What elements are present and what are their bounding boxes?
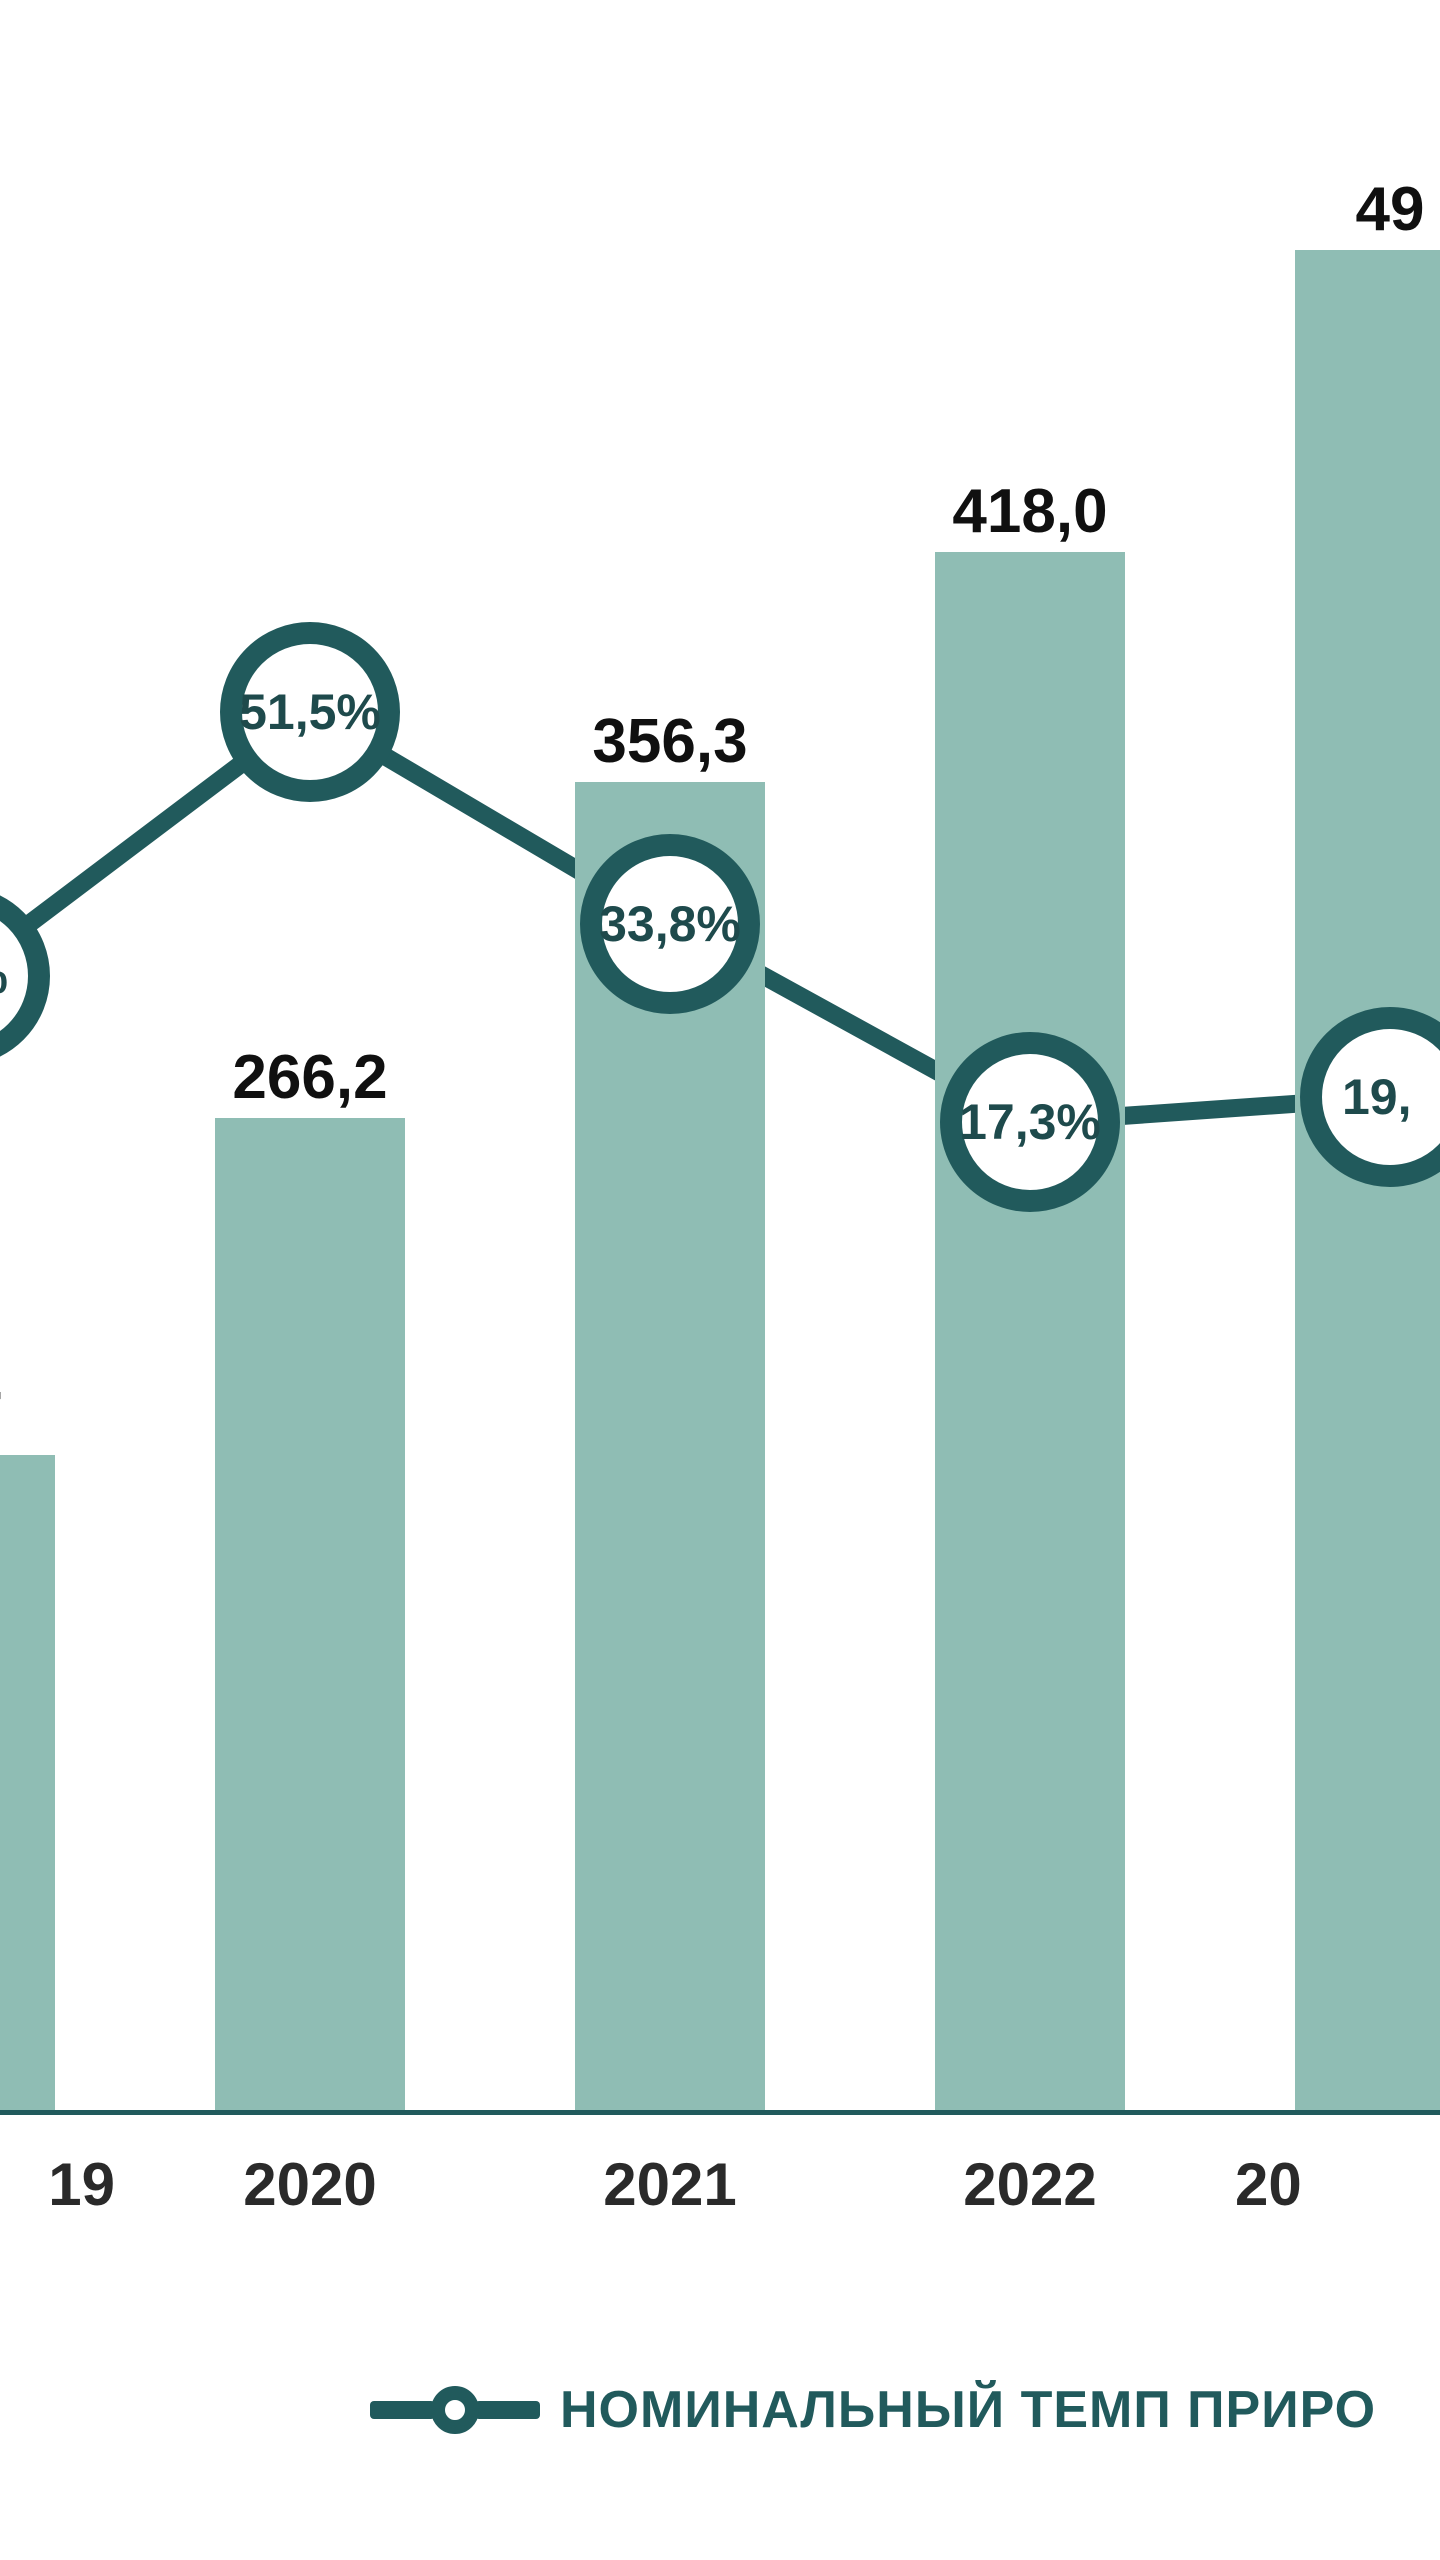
plot-area: 5,719266,22020356,32021418,020224920,5%5… (0, 60, 1440, 2160)
growth-rate-value: 17,3% (959, 1093, 1101, 1151)
bar-value-label: 418,0 (895, 476, 1165, 547)
bar-y2022 (935, 552, 1125, 2110)
legend-line-segment (475, 2401, 540, 2419)
growth-rate-marker: 17,3% (940, 1032, 1120, 1212)
growth-rate-value: 51,5% (239, 683, 381, 741)
bar-value-label: 5,7 (0, 1379, 95, 1450)
combo-chart: 5,7 19 266,2 2020 356,3 2021 418,0 2022 49 20 ,5% 5… (0, 0, 1440, 2560)
x-axis-label: 2021 (515, 2150, 825, 2219)
growth-rate-value: ,5% (0, 947, 8, 1005)
growth-rate-value: 33,8% (599, 895, 741, 953)
legend-line-label: НОМИНАЛЬНЫЙ ТЕМП ПРИРО (560, 2380, 1376, 2440)
legend-line-series: НОМИНАЛЬНЫЙ ТЕМП ПРИРО (370, 2380, 1376, 2440)
growth-rate-marker: 51,5% (220, 622, 400, 802)
growth-rate-marker: 33,8% (580, 834, 760, 1014)
bar-y2020 (215, 1118, 405, 2110)
bar-value-label: 356,3 (535, 706, 805, 777)
legend-line-marker-icon (431, 2386, 479, 2434)
bar-value-label: 49 (1255, 174, 1440, 245)
growth-rate-value: 19, (1342, 1068, 1412, 1126)
bar-value-label: 266,2 (175, 1042, 445, 1113)
x-axis-label: 20 (1235, 2150, 1440, 2219)
legend-line-segment (370, 2401, 435, 2419)
legend-line-swatch (370, 2390, 540, 2430)
bar-y2019 (0, 1455, 55, 2110)
x-axis-label: 19 (0, 2150, 115, 2219)
x-axis-label: 2022 (875, 2150, 1185, 2219)
x-axis-label: 2020 (155, 2150, 465, 2219)
